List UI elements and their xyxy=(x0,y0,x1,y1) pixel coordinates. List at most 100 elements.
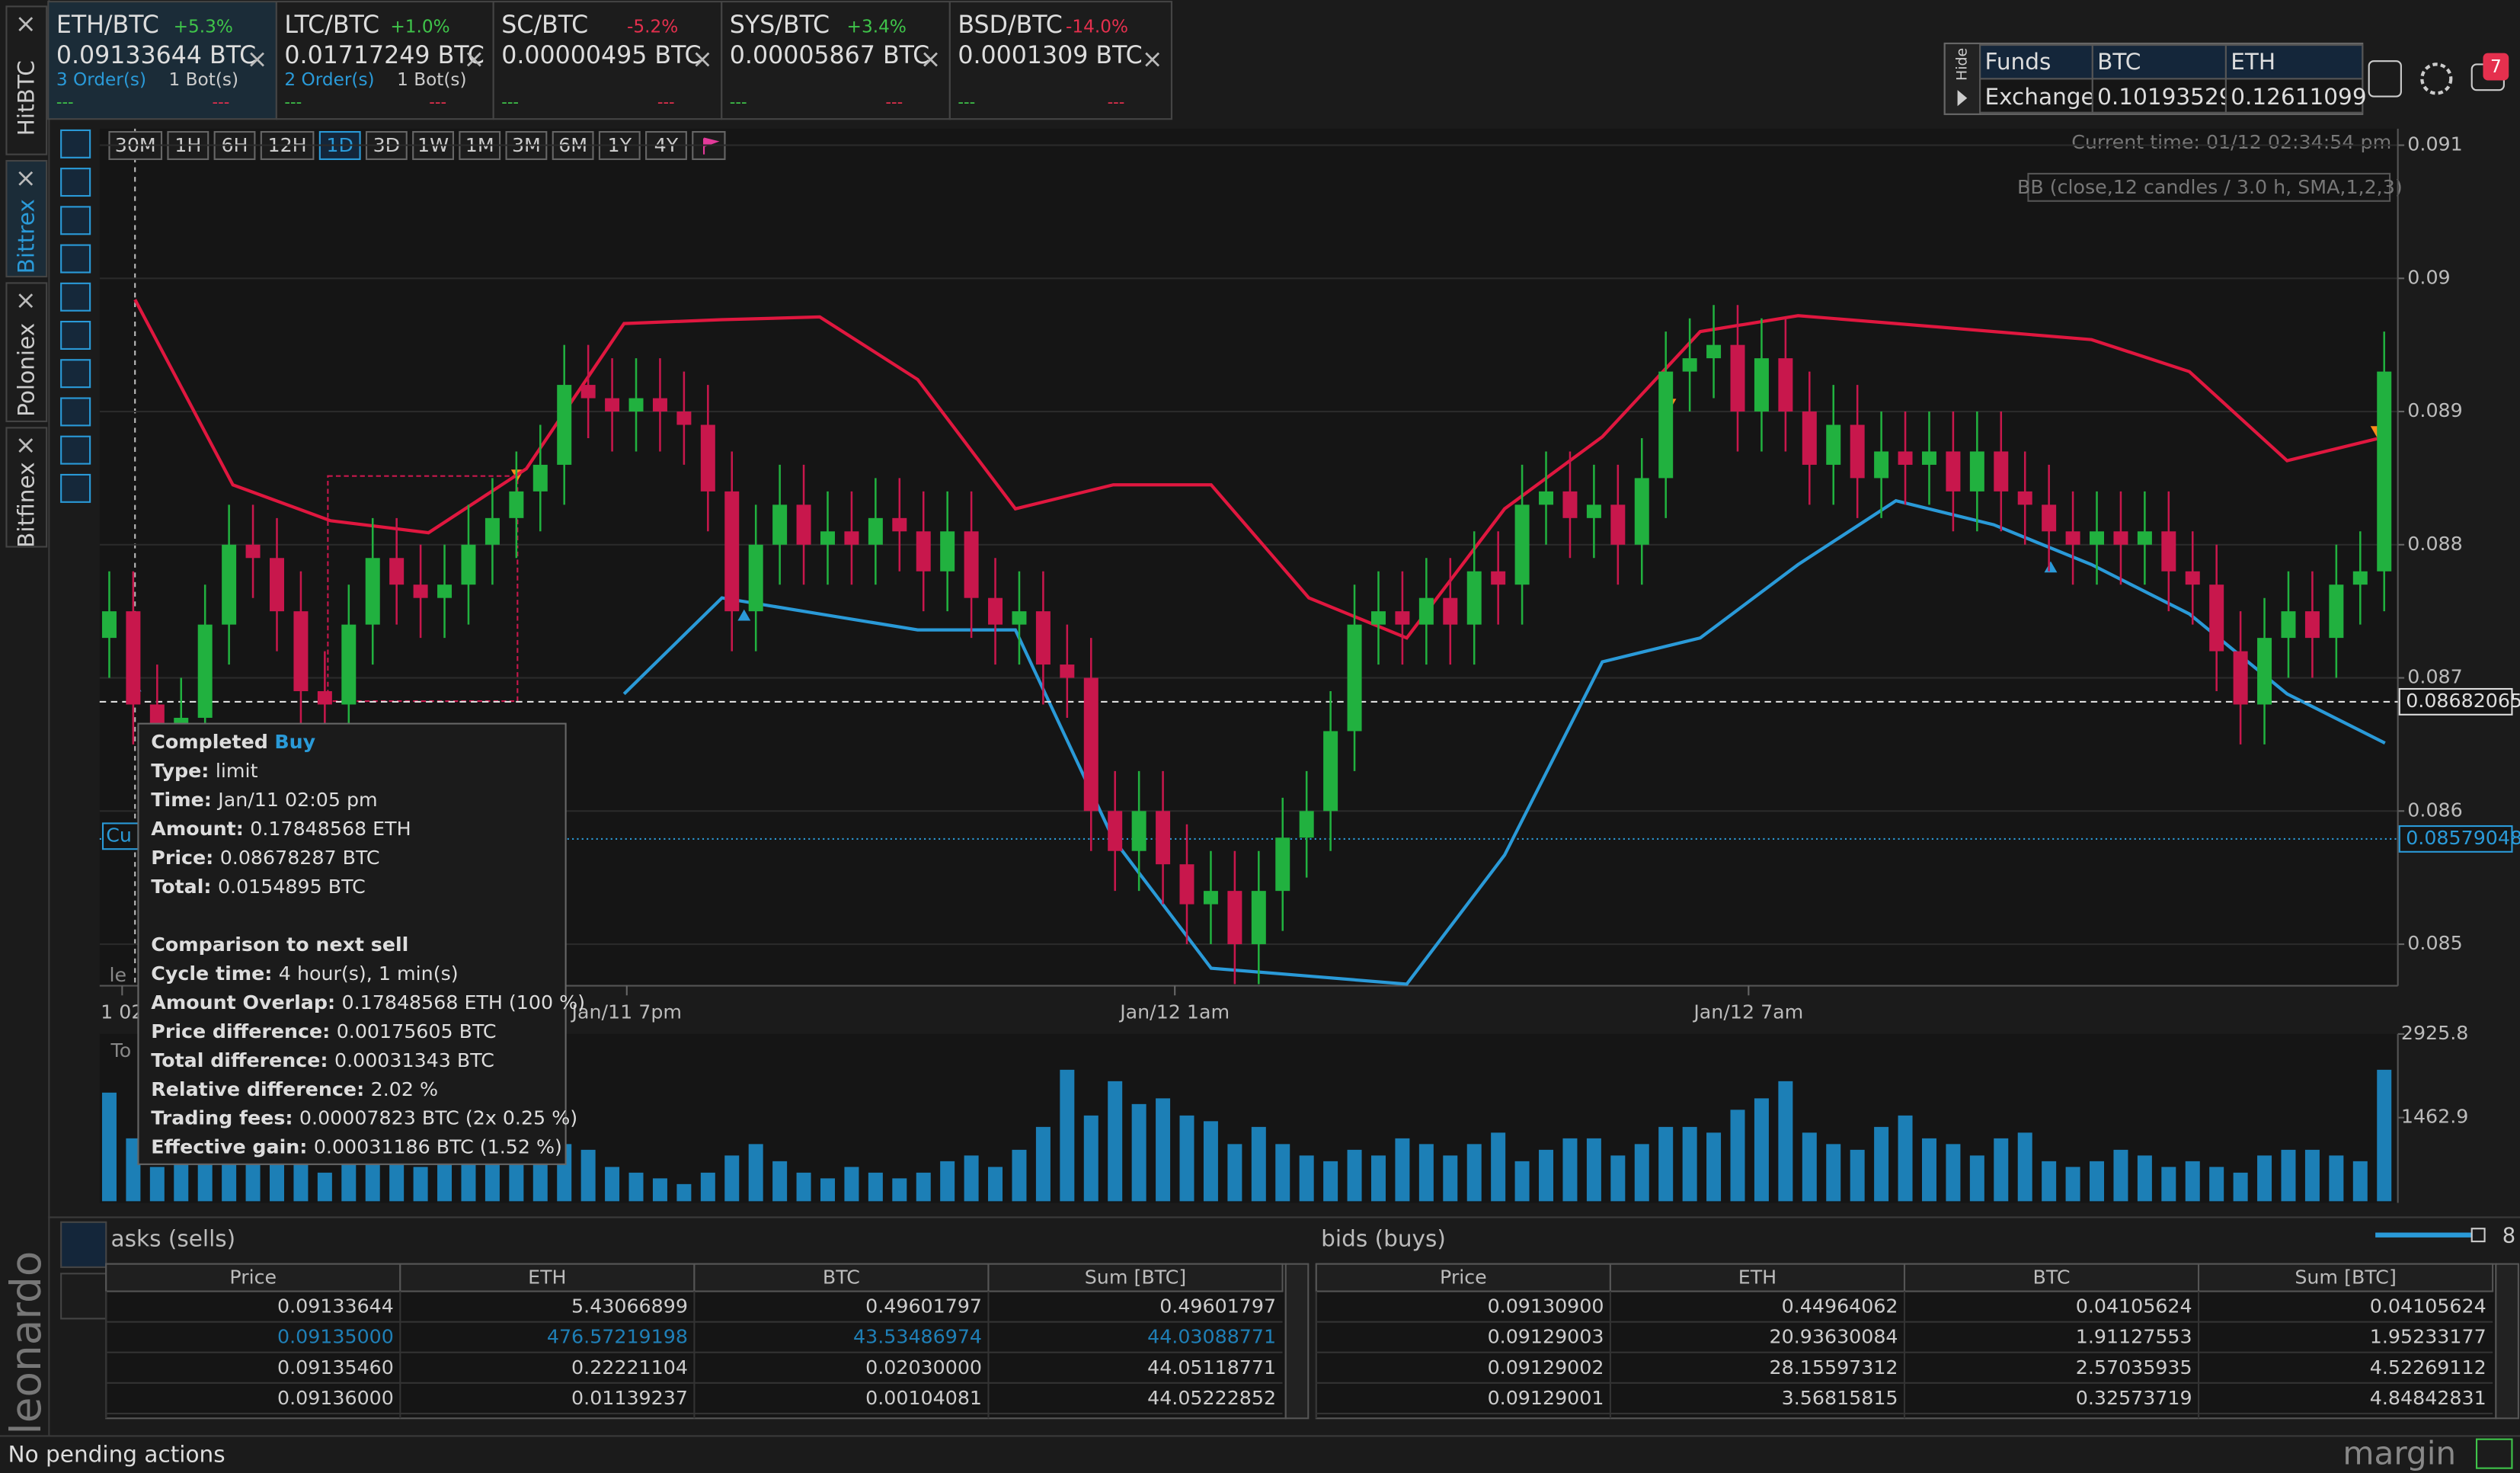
pair-tab[interactable] xyxy=(47,1,277,120)
tooltip-value: 0.00031343 BTC xyxy=(334,1049,494,1071)
candle-body xyxy=(1299,811,1314,838)
candle-body xyxy=(1012,611,1027,625)
tool-button[interactable] xyxy=(60,129,91,159)
candle-body xyxy=(413,584,428,598)
candle-body xyxy=(1610,504,1626,545)
candle-body xyxy=(1251,891,1266,945)
x-tick-label: Jan/11 7pm xyxy=(571,1001,683,1023)
book-cell: 0.44964062 xyxy=(1782,1295,1898,1318)
candle-body xyxy=(652,398,667,412)
candle-body xyxy=(437,584,453,598)
trade-box xyxy=(327,475,519,703)
close-button[interactable] xyxy=(695,52,710,67)
candle-body xyxy=(868,517,883,545)
tooltip-key: Relative difference: xyxy=(151,1078,364,1100)
book-cell: 0.09135000 xyxy=(277,1326,394,1348)
tool-button[interactable] xyxy=(60,206,91,235)
history-icon[interactable] xyxy=(60,1273,107,1320)
exchange-name: Bittrex xyxy=(13,199,39,274)
volume-bar xyxy=(1275,1144,1290,1202)
exchange-tab[interactable] xyxy=(5,282,48,422)
tool-button[interactable] xyxy=(60,435,91,465)
tool-button[interactable] xyxy=(60,320,91,350)
candle-body xyxy=(461,544,476,585)
tooltip-value: Buy xyxy=(274,731,315,753)
book-cell: 0.09129002 xyxy=(1488,1356,1604,1379)
pair-change: +5.3% xyxy=(174,16,233,37)
placeholder: --- xyxy=(657,92,675,111)
tooltip-value: 0.00007823 BTC (2x 0.25 %) xyxy=(299,1107,577,1129)
volume-bar xyxy=(2137,1155,2152,1202)
volume-bar xyxy=(724,1155,740,1202)
book-cell: 0.49601797 xyxy=(865,1295,982,1318)
tooltip-key: Time: xyxy=(151,789,212,811)
candle-body xyxy=(964,531,979,598)
volume-bar xyxy=(1946,1144,1961,1202)
candle-body xyxy=(1946,451,1961,492)
book-cell: 4.84842831 xyxy=(2370,1387,2486,1409)
y-tick-label: 0.09 xyxy=(2407,266,2450,288)
volume-bar xyxy=(1418,1144,1434,1202)
book-icon[interactable] xyxy=(60,1221,107,1268)
exchange-logo[interactable] xyxy=(2368,60,2402,98)
volume-bar xyxy=(413,1167,428,1202)
pair-tab[interactable] xyxy=(275,1,494,120)
book-header: Sum [BTC] xyxy=(1085,1266,1186,1289)
tool-button[interactable] xyxy=(60,244,91,274)
volume-bar xyxy=(820,1178,835,1202)
price-tag xyxy=(2398,687,2513,716)
volume-bar xyxy=(1898,1115,1913,1202)
tool-button[interactable] xyxy=(60,282,91,312)
book-cell: 2.57035935 xyxy=(2076,1356,2192,1379)
exchange-tab[interactable] xyxy=(5,5,48,155)
candle-body xyxy=(700,424,715,492)
scrollbar[interactable] xyxy=(1284,1263,1310,1420)
close-button[interactable] xyxy=(923,52,938,67)
close-button[interactable] xyxy=(18,438,34,453)
pair-tab[interactable] xyxy=(721,1,951,120)
close-button[interactable] xyxy=(18,171,34,186)
book-cell: 5.43066899 xyxy=(571,1295,688,1318)
tooltip-line: Price: 0.08678287 BTC xyxy=(151,847,379,869)
book-header: Price xyxy=(1440,1266,1487,1289)
settings-icon[interactable] xyxy=(2420,62,2453,95)
candle-body xyxy=(1370,611,1386,625)
pair-tab[interactable] xyxy=(492,1,723,120)
close-button[interactable] xyxy=(18,17,34,32)
candle-body xyxy=(1682,358,1697,372)
volume-bar xyxy=(940,1161,955,1202)
close-button[interactable] xyxy=(466,52,481,67)
tool-button[interactable] xyxy=(60,397,91,427)
close-button[interactable] xyxy=(1145,52,1160,67)
candle-body xyxy=(1443,597,1458,625)
tool-button[interactable] xyxy=(60,168,91,197)
book-cell: 1.91127553 xyxy=(2076,1326,2192,1348)
tool-button[interactable] xyxy=(60,473,91,503)
hide-strip[interactable] xyxy=(1943,42,1981,115)
tool-button[interactable] xyxy=(60,359,91,389)
connection-icon[interactable] xyxy=(2475,1438,2513,1469)
tooltip-line: Effective gain: 0.00031186 BTC (1.52 %) xyxy=(151,1136,562,1158)
candle-body xyxy=(222,544,237,625)
price-tag xyxy=(2398,825,2513,853)
tooltip-line: Amount Overlap: 0.17848568 ETH (100 %) xyxy=(151,991,585,1013)
pair-tab[interactable] xyxy=(948,1,1173,120)
volume-bar xyxy=(484,1161,500,1202)
scrollbar[interactable] xyxy=(2495,1263,2519,1420)
candle-body xyxy=(1418,597,1434,625)
volume-bar xyxy=(2257,1155,2272,1202)
volume-bar xyxy=(676,1183,692,1202)
band-line xyxy=(622,498,2386,986)
candle-body xyxy=(1514,504,1530,585)
close-button[interactable] xyxy=(250,52,264,67)
close-stroke xyxy=(18,17,34,32)
candle-body xyxy=(772,504,788,545)
volume-bar xyxy=(1083,1115,1099,1202)
close-button[interactable] xyxy=(18,293,34,309)
volume-bar xyxy=(2042,1161,2057,1202)
candle-body xyxy=(1706,344,1722,359)
candle-body xyxy=(557,385,572,465)
candle-body xyxy=(2161,531,2176,572)
close-stroke xyxy=(695,52,710,67)
depth-handle[interactable] xyxy=(2470,1228,2486,1243)
